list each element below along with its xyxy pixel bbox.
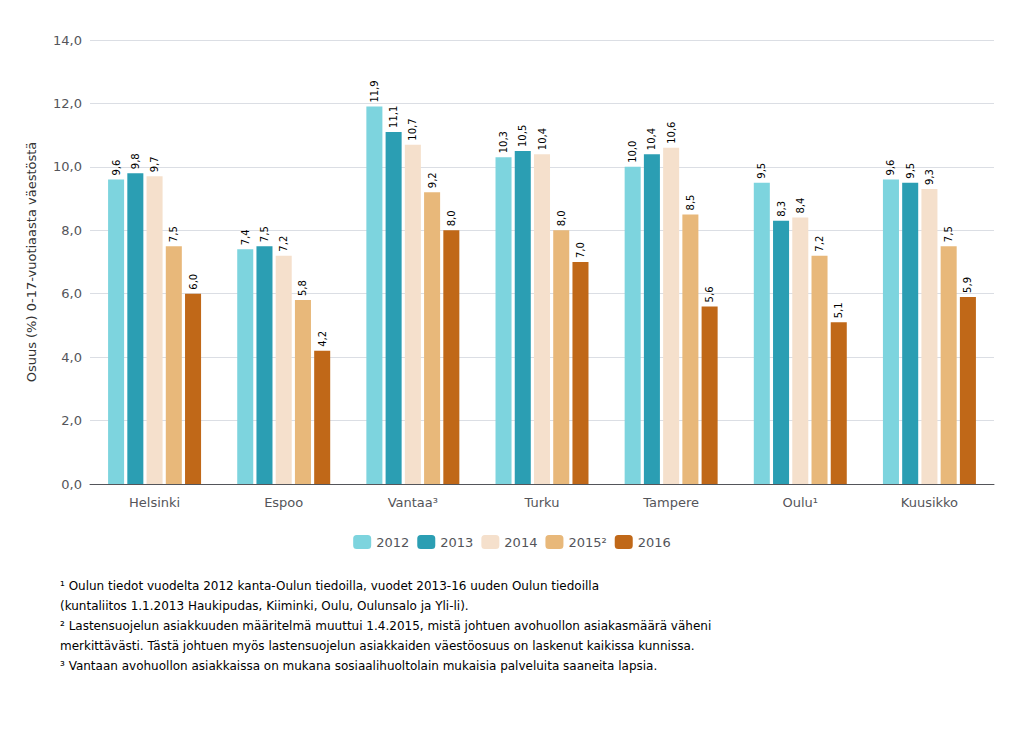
svg-text:2016: 2016 — [638, 535, 671, 550]
svg-text:2013: 2013 — [440, 535, 473, 550]
svg-text:9,3: 9,3 — [924, 169, 935, 185]
svg-text:9,2: 9,2 — [427, 172, 438, 188]
svg-text:6,0: 6,0 — [188, 274, 199, 290]
svg-text:Espoo: Espoo — [264, 495, 303, 510]
svg-text:2015²: 2015² — [568, 535, 606, 550]
svg-text:11,1: 11,1 — [388, 106, 399, 128]
svg-text:Turku: Turku — [524, 495, 560, 510]
svg-text:Helsinki: Helsinki — [129, 495, 180, 510]
svg-text:14,0: 14,0 — [53, 33, 82, 48]
svg-text:Tampere: Tampere — [642, 495, 699, 510]
svg-text:7,4: 7,4 — [240, 229, 251, 245]
svg-text:8,0: 8,0 — [61, 223, 82, 238]
svg-text:7,2: 7,2 — [278, 236, 289, 252]
svg-text:2,0: 2,0 — [61, 413, 82, 428]
svg-text:10,6: 10,6 — [666, 122, 677, 144]
svg-text:Vantaa³: Vantaa³ — [388, 495, 438, 510]
svg-text:4,0: 4,0 — [61, 350, 82, 365]
svg-text:9,8: 9,8 — [130, 153, 141, 169]
svg-text:(kuntaliitos 1.1.2013 Haukipud: (kuntaliitos 1.1.2013 Haukipudas, Kiimin… — [60, 599, 469, 613]
svg-text:Kuusikko: Kuusikko — [901, 495, 958, 510]
svg-text:9,7: 9,7 — [149, 156, 160, 172]
svg-text:8,5: 8,5 — [685, 195, 696, 211]
svg-text:9,6: 9,6 — [885, 160, 896, 176]
svg-text:¹ Oulun tiedot vuodelta 2012 k: ¹ Oulun tiedot vuodelta 2012 kanta-Oulun… — [60, 579, 599, 593]
svg-text:Osuus (%) 0-17-vuotiaasta väes: Osuus (%) 0-17-vuotiaasta väestöstä — [24, 142, 39, 383]
svg-text:10,7: 10,7 — [407, 118, 418, 140]
svg-text:8,3: 8,3 — [776, 201, 787, 217]
svg-text:9,5: 9,5 — [905, 163, 916, 179]
svg-text:9,5: 9,5 — [756, 163, 767, 179]
svg-text:10,0: 10,0 — [53, 159, 82, 174]
svg-text:6,0: 6,0 — [61, 286, 82, 301]
svg-text:8,0: 8,0 — [446, 210, 457, 226]
svg-text:³ Vantaan avohuollon asiakkais: ³ Vantaan avohuollon asiakkaissa on muka… — [60, 659, 657, 673]
svg-text:5,9: 5,9 — [962, 277, 973, 293]
svg-text:Oulu¹: Oulu¹ — [783, 495, 819, 510]
svg-text:10,4: 10,4 — [646, 128, 657, 150]
svg-text:9,6: 9,6 — [111, 160, 122, 176]
svg-text:10,0: 10,0 — [627, 141, 638, 163]
svg-text:7,2: 7,2 — [814, 236, 825, 252]
svg-text:4,2: 4,2 — [317, 331, 328, 347]
svg-text:7,5: 7,5 — [943, 226, 954, 242]
svg-text:2014: 2014 — [504, 535, 537, 550]
svg-text:5,8: 5,8 — [297, 280, 308, 296]
svg-text:² Lastensuojelun asiakkuuden m: ² Lastensuojelun asiakkuuden määritelmä … — [60, 619, 711, 633]
svg-text:12,0: 12,0 — [53, 96, 82, 111]
svg-text:8,4: 8,4 — [795, 198, 806, 214]
svg-text:7,0: 7,0 — [575, 242, 586, 258]
svg-text:0,0: 0,0 — [61, 477, 82, 492]
svg-text:7,5: 7,5 — [168, 226, 179, 242]
svg-text:11,9: 11,9 — [369, 80, 380, 102]
svg-text:7,5: 7,5 — [259, 226, 270, 242]
svg-text:8,0: 8,0 — [556, 210, 567, 226]
svg-text:5,6: 5,6 — [704, 286, 715, 302]
svg-text:5,1: 5,1 — [833, 302, 844, 318]
svg-text:10,3: 10,3 — [498, 131, 509, 153]
svg-text:10,4: 10,4 — [537, 128, 548, 150]
svg-text:10,5: 10,5 — [517, 125, 528, 147]
svg-text:merkittävästi. Tästä johtuen m: merkittävästi. Tästä johtuen myös lasten… — [60, 639, 695, 653]
svg-text:2012: 2012 — [376, 535, 409, 550]
